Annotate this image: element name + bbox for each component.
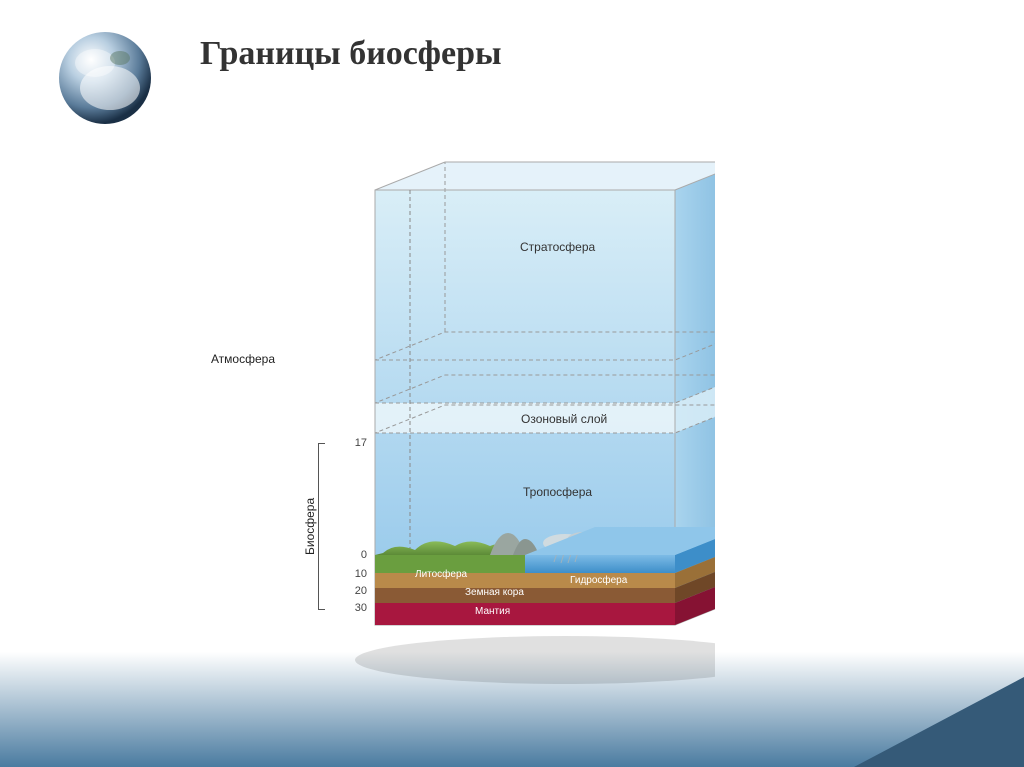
label-hydrosphere: Гидросфера [570,575,627,586]
label-atmosphere: Атмосфера [205,352,275,366]
label-stratosphere: Стратосфера [520,240,595,254]
tick-0: 0 [341,549,367,561]
label-troposphere: Тропосфера [523,485,592,499]
tick-30: 30 [341,602,367,614]
label-crust: Земная кора [465,587,524,598]
label-biosphere: Биосфера [303,498,317,555]
biosphere-diagram: 17 0 10 20 30 Атмосфера Биосфера Стратос… [265,160,715,700]
label-mantle: Мантия [475,606,510,617]
label-ozone: Озоновый слой [521,412,607,426]
diagram-svg [265,160,715,700]
page-title: Границы биосферы [200,35,502,73]
label-lithosphere: Литосфера [415,569,467,580]
earth-globe-image [55,28,155,128]
tick-20: 20 [341,585,367,597]
biosphere-bracket [318,443,325,610]
tick-17: 17 [341,437,367,449]
tick-10: 10 [341,568,367,580]
slide-corner-decoration [854,677,1024,767]
